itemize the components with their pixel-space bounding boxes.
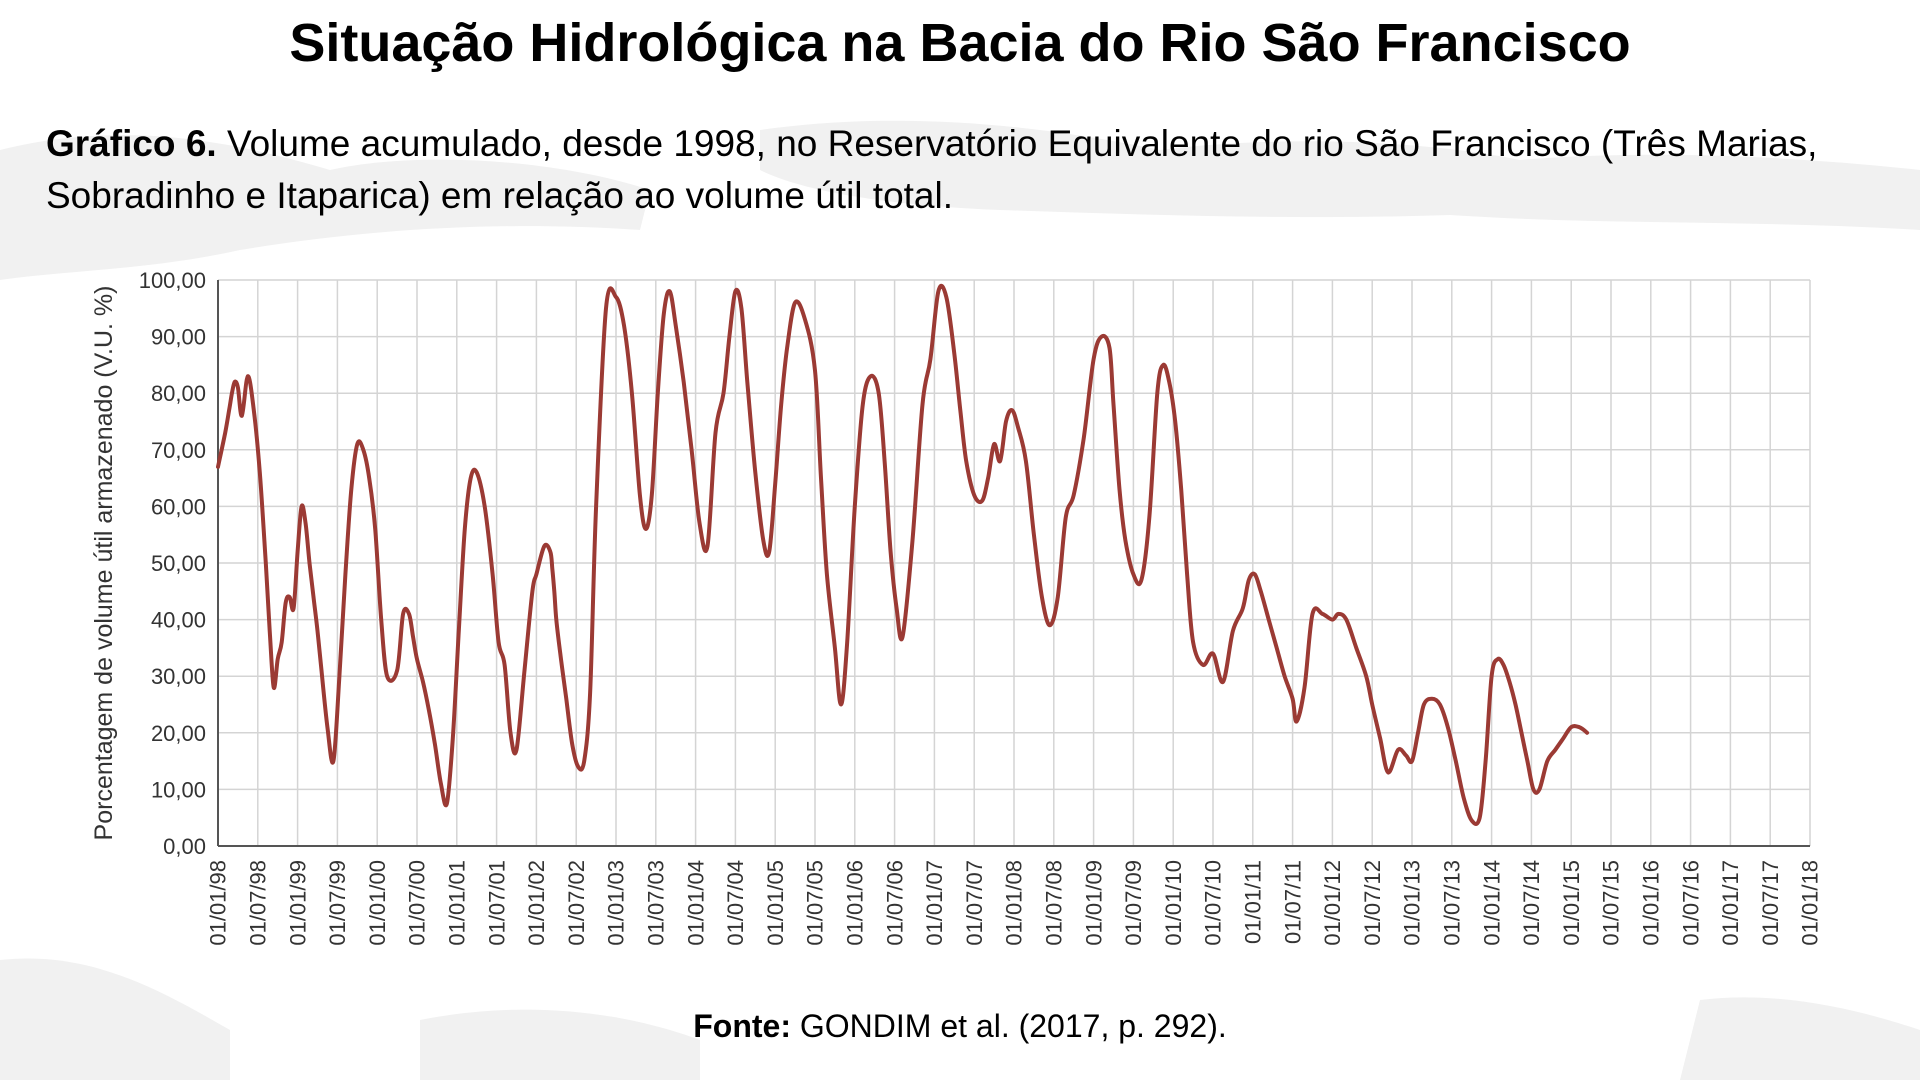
x-tick-label: 01/01/10 (1161, 860, 1186, 946)
x-tick-label: 01/07/09 (1121, 860, 1146, 946)
x-tick-label: 01/01/02 (524, 860, 549, 946)
x-tick-label: 01/07/07 (962, 860, 987, 946)
x-tick-label: 01/07/02 (564, 860, 589, 946)
chart-axes (217, 280, 1810, 847)
x-tick-label: 01/01/04 (683, 860, 708, 946)
x-tick-label: 01/07/99 (325, 860, 350, 946)
x-tick-label: 01/01/14 (1479, 860, 1504, 946)
x-tick-label: 01/01/99 (285, 860, 310, 946)
series-line (216, 283, 1590, 826)
line-chart: 0,00 10,00 20,00 30,00 40,00 50,00 60,00 70,00 8… (90, 268, 1823, 946)
chart-grid (217, 279, 1811, 847)
x-tick-label: 01/07/00 (405, 860, 430, 946)
y-tick-label: 60,00 (151, 494, 206, 519)
source-label: Fonte: (693, 1008, 791, 1044)
caption-text: Volume acumulado, desde 1998, no Reserva… (46, 123, 1818, 216)
x-tick-label: 01/07/11 (1280, 860, 1305, 944)
y-tick-label: 90,00 (151, 325, 206, 350)
x-tick-label: 01/07/13 (1440, 860, 1465, 946)
x-tick-label: 01/07/10 (1201, 860, 1226, 946)
x-tick-label: 01/01/09 (1081, 860, 1106, 946)
y-tick-label: 70,00 (151, 438, 206, 463)
source-citation: Fonte: GONDIM et al. (2017, p. 292). (0, 1008, 1920, 1045)
x-tick-label: 01/07/98 (246, 860, 271, 946)
x-tick-label: 01/01/11 (1241, 860, 1266, 944)
x-tick-label: 01/01/01 (445, 860, 470, 946)
x-tick-label: 01/01/16 (1639, 860, 1664, 946)
x-tick-label: 01/01/13 (1400, 860, 1425, 946)
x-tick-label: 01/01/18 (1798, 860, 1823, 946)
x-tick-label: 01/01/12 (1320, 860, 1345, 946)
x-tick-label: 01/07/04 (723, 860, 748, 946)
x-tick-label: 01/01/06 (843, 860, 868, 946)
y-tick-label: 20,00 (151, 721, 206, 746)
x-tick-label: 01/01/98 (206, 860, 231, 946)
x-tick-label: 01/01/00 (365, 860, 390, 946)
y-axis-label: Porcentagem de volume útil armazenado (V… (90, 286, 118, 841)
x-axis-ticks: 01/01/98 01/07/98 01/01/99 01/07/99 01/01/00… (206, 860, 1823, 946)
y-tick-label: 0,00 (163, 834, 206, 859)
x-tick-label: 01/07/14 (1519, 860, 1544, 946)
x-tick-label: 01/01/15 (1559, 860, 1584, 946)
x-tick-label: 01/07/16 (1678, 860, 1703, 946)
y-tick-label: 100,00 (139, 268, 206, 293)
source-text: GONDIM et al. (2017, p. 292). (799, 1008, 1227, 1044)
x-tick-label: 01/07/17 (1758, 860, 1783, 946)
y-tick-label: 30,00 (151, 664, 206, 689)
page-title: Situação Hidrológica na Bacia do Rio São… (289, 13, 1631, 73)
x-tick-label: 01/01/08 (1002, 860, 1027, 946)
y-tick-label: 10,00 (151, 777, 206, 802)
y-axis-ticks: 0,00 10,00 20,00 30,00 40,00 50,00 60,00 70,00 8… (139, 268, 206, 859)
x-tick-label: 01/07/15 (1599, 860, 1624, 946)
chart-caption: Gráfico 6. Volume acumulado, desde 1998,… (46, 118, 1886, 222)
y-tick-label: 40,00 (151, 608, 206, 633)
y-tick-label: 50,00 (151, 551, 206, 576)
x-tick-label: 01/07/06 (882, 860, 907, 946)
x-tick-label: 01/01/17 (1718, 860, 1743, 946)
y-tick-label: 80,00 (151, 381, 206, 406)
x-tick-label: 01/07/03 (644, 860, 669, 946)
x-tick-label: 01/07/05 (803, 860, 828, 946)
x-tick-label: 01/07/01 (484, 860, 509, 946)
x-tick-label: 01/07/12 (1360, 860, 1385, 946)
x-tick-label: 01/07/08 (1042, 860, 1067, 946)
x-tick-label: 01/01/05 (763, 860, 788, 946)
caption-label: Gráfico 6. (46, 123, 217, 164)
x-tick-label: 01/01/07 (922, 860, 947, 946)
x-tick-label: 01/01/03 (604, 860, 629, 946)
